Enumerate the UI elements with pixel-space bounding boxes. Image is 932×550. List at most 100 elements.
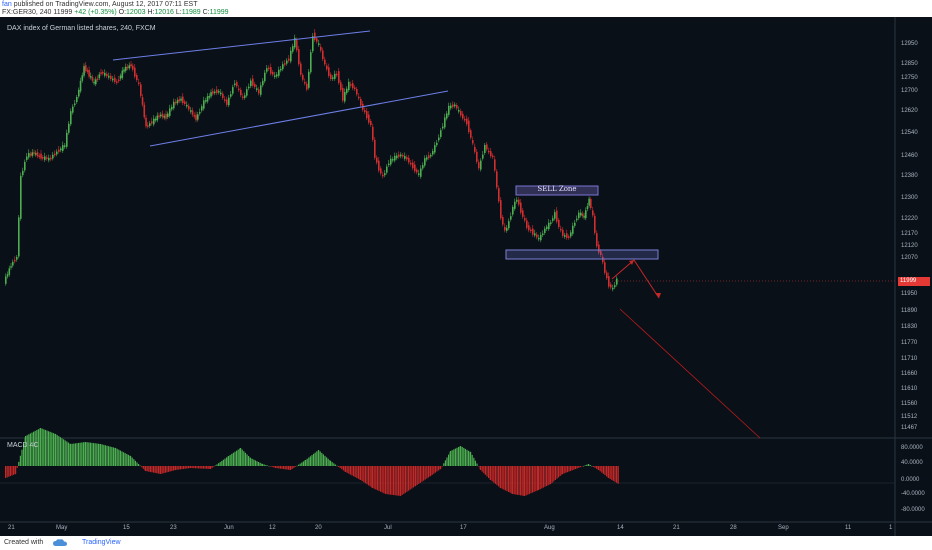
candle: [334, 73, 336, 79]
open-label: O:: [118, 9, 127, 16]
candle: [236, 82, 238, 87]
candle: [372, 126, 374, 140]
candle: [564, 235, 566, 237]
macd-bar: [228, 456, 230, 466]
candle: [171, 106, 173, 110]
macd-bar: [204, 466, 206, 469]
close-label: C:: [202, 9, 210, 16]
macd-bar: [438, 466, 440, 471]
candle: [56, 151, 58, 155]
time-tick-label: Aug: [544, 525, 555, 531]
candle: [222, 93, 224, 98]
candle: [160, 114, 162, 117]
macd-bar: [73, 443, 75, 466]
macd-bar: [584, 465, 586, 466]
price-tick-label: 11610: [901, 386, 918, 392]
chart-canvas[interactable]: [0, 17, 932, 536]
macd-bar: [546, 466, 548, 486]
macd-bar: [118, 449, 120, 466]
macd-bar: [18, 461, 20, 466]
macd-bar: [175, 466, 177, 470]
macd-bar: [6, 466, 8, 478]
candle: [608, 276, 610, 287]
candle: [163, 116, 166, 118]
macd-bar: [554, 466, 556, 480]
macd-tick-label: -80.0000: [901, 507, 925, 513]
macd-bar: [592, 466, 594, 467]
macd-bar: [294, 466, 296, 467]
low-label: L:: [175, 9, 182, 16]
candle: [33, 152, 35, 154]
chart-title: DAX index of German listed shares, 240, …: [7, 25, 156, 32]
long-projection-line[interactable]: [619, 308, 761, 439]
macd-bar: [211, 466, 213, 468]
candle: [500, 200, 502, 219]
candle: [426, 157, 428, 160]
candle: [258, 89, 260, 94]
macd-bar: [279, 466, 281, 469]
macd-bar: [89, 442, 91, 466]
candle: [36, 152, 39, 157]
tradingview-brand-link[interactable]: TradingView: [82, 539, 121, 546]
channel-top-line[interactable]: [112, 30, 371, 61]
candle: [400, 154, 402, 157]
macd-bar: [169, 466, 171, 472]
macd-bar: [34, 430, 36, 466]
macd-bar: [49, 431, 51, 466]
candle: [149, 123, 151, 126]
candle: [480, 160, 482, 170]
macd-bar: [349, 466, 351, 475]
candle: [205, 100, 207, 102]
high-label: H:: [147, 9, 155, 16]
sell-zone-box[interactable]: [515, 185, 599, 196]
time-tick-label: 20: [315, 525, 322, 531]
candle: [304, 82, 306, 84]
candle: [542, 233, 544, 236]
author-link[interactable]: fan: [2, 1, 12, 8]
candle: [35, 153, 37, 155]
candle: [314, 32, 316, 40]
macd-bar: [535, 466, 537, 492]
macd-bar: [524, 466, 526, 496]
macd-bar: [74, 443, 76, 466]
candle: [224, 99, 226, 101]
macd-bar: [338, 466, 340, 467]
candle: [220, 92, 222, 95]
candle: [5, 276, 7, 284]
macd-bar: [115, 448, 117, 466]
candle: [596, 233, 598, 247]
candle: [576, 218, 578, 221]
price-tick-label: 12850: [901, 61, 918, 67]
candle: [102, 72, 104, 74]
macd-bar: [591, 465, 593, 467]
macd-bar: [568, 466, 570, 472]
macd-bar: [33, 431, 35, 466]
macd-bar: [263, 464, 265, 466]
macd-bar: [542, 466, 544, 488]
macd-bar: [421, 466, 423, 482]
macd-bar: [308, 457, 310, 466]
macd-bar: [594, 466, 596, 468]
macd-bar: [389, 466, 391, 495]
macd-bar: [311, 455, 313, 466]
macd-bar: [401, 466, 403, 495]
macd-bar: [541, 466, 543, 489]
macd-bar: [5, 466, 7, 478]
candle: [340, 82, 342, 90]
candle: [98, 74, 101, 79]
macd-bar: [250, 458, 252, 466]
macd-bar: [81, 442, 83, 466]
projection-path[interactable]: [611, 259, 660, 299]
candle: [484, 145, 486, 153]
macd-bar: [491, 466, 493, 482]
candle: [123, 69, 125, 72]
price-tick-label: 12460: [901, 153, 918, 159]
support-zone-box[interactable]: [505, 249, 659, 260]
channel-bottom-line[interactable]: [149, 90, 449, 147]
macd-bar: [386, 466, 388, 495]
candle: [238, 88, 240, 91]
macd-bar: [566, 466, 568, 473]
symbol-line: FX:GER30, 240 11999 +42 (+0.35%) O:12003…: [2, 9, 229, 16]
candle: [50, 157, 52, 160]
candle: [12, 261, 14, 266]
